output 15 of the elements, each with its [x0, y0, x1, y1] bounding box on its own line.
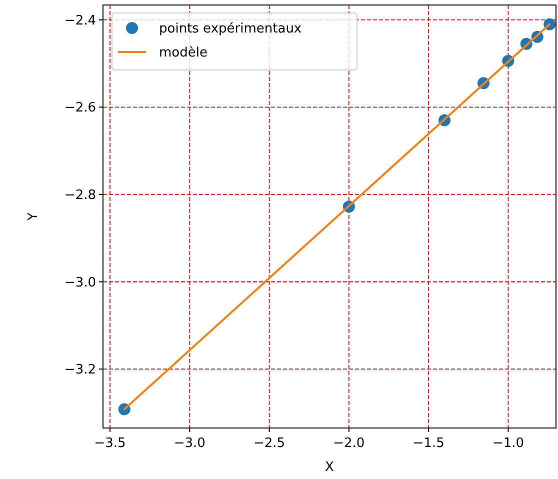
- y-axis-title: Y: [26, 212, 41, 222]
- y-tick-label: −3.2: [64, 362, 96, 378]
- x-tick-label: −2.5: [254, 436, 286, 451]
- x-tick-label: −1.0: [492, 436, 524, 451]
- x-tick-label: −2.0: [333, 436, 365, 451]
- x-tick-label: −3.0: [174, 436, 206, 451]
- y-tick-label: −2.6: [64, 100, 96, 116]
- x-axis-title: X: [325, 460, 334, 475]
- legend-label: modèle: [159, 46, 208, 61]
- x-tick-label: −1.5: [412, 436, 444, 451]
- y-tick-label: −2.4: [64, 13, 96, 28]
- y-tick-label: −3.0: [64, 275, 96, 290]
- legend-label: points expérimentaux: [159, 22, 302, 37]
- y-tick-label: −2.8: [64, 188, 96, 204]
- x-tick-label: −3.5: [94, 436, 126, 451]
